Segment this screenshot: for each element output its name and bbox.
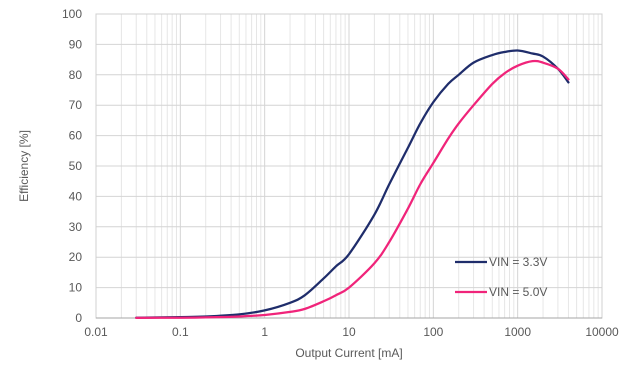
x-axis-title: Output Current [mA] xyxy=(295,346,402,360)
y-tick-label: 30 xyxy=(69,220,83,234)
series-line-2 xyxy=(135,59,570,319)
y-tick-label: 70 xyxy=(69,98,83,112)
x-tick-label: 0.1 xyxy=(172,325,189,339)
x-tick-label: 100 xyxy=(423,325,443,339)
legend: VIN = 3.3V VIN = 5.0V xyxy=(455,255,547,299)
y-tick-label: 80 xyxy=(69,68,83,82)
y-tick-label: 20 xyxy=(69,250,83,264)
y-tick-label: 50 xyxy=(69,159,83,173)
y-tick-label: 90 xyxy=(69,37,83,51)
series-lines xyxy=(135,49,570,319)
x-tick-label: 0.01 xyxy=(84,325,108,339)
x-tick-label: 10 xyxy=(342,325,356,339)
y-tick-label: 60 xyxy=(69,129,83,143)
y-tick-label: 10 xyxy=(69,281,83,295)
y-tick-label: 40 xyxy=(69,189,83,203)
x-tick-label: 1000 xyxy=(504,325,531,339)
series-line-1 xyxy=(135,49,570,319)
y-axis-tick-labels: 0 10 20 30 40 50 60 70 80 90 100 xyxy=(62,7,82,325)
legend-label-1: VIN = 3.3V xyxy=(489,255,547,269)
legend-label-2: VIN = 5.0V xyxy=(489,285,547,299)
y-tick-label: 0 xyxy=(75,311,82,325)
x-axis-tick-labels: 0.01 0.1 1 10 100 1000 10000 xyxy=(84,325,619,339)
x-tick-label: 1 xyxy=(261,325,268,339)
y-tick-label: 100 xyxy=(62,7,82,21)
y-axis-title: Efficiency [%] xyxy=(17,130,31,202)
x-tick-label: 10000 xyxy=(585,325,619,339)
